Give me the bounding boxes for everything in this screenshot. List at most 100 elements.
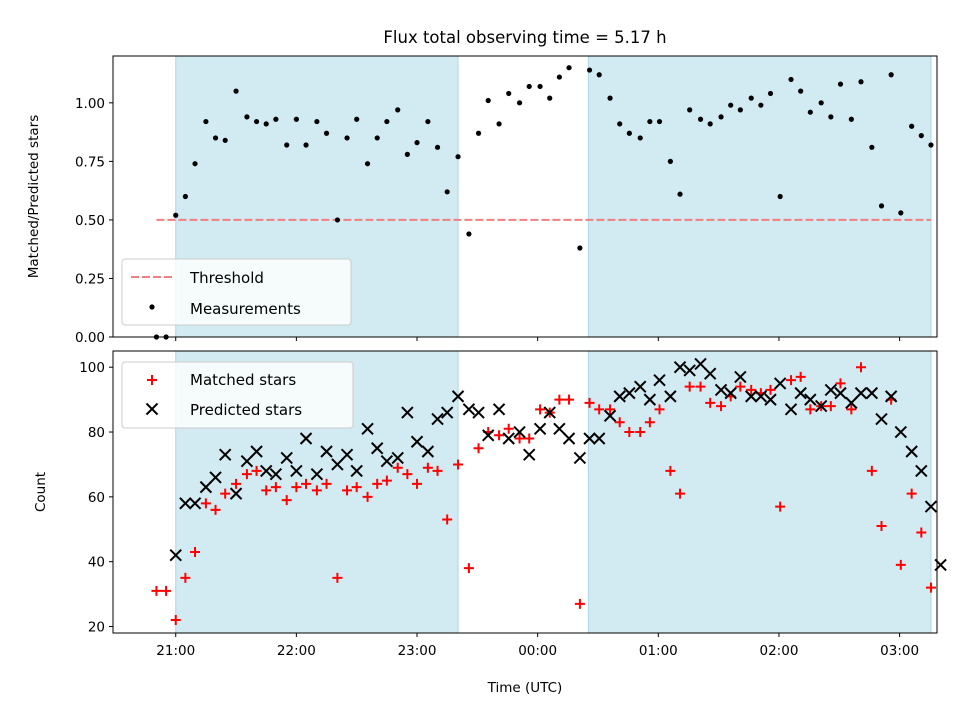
matched-star-point [775, 501, 786, 512]
measurement-point [516, 100, 523, 106]
predicted-star-point [694, 357, 707, 371]
matched-star-point [251, 465, 262, 476]
measurement-point [697, 116, 704, 122]
matched-star-point [746, 384, 757, 395]
matched-star-point [795, 371, 806, 382]
matched-star-point [855, 362, 866, 373]
predicted-star-point [179, 497, 192, 510]
matched-star-point [564, 394, 575, 405]
predicted-star-point [924, 500, 938, 513]
measurement-point [718, 114, 724, 120]
measurement-point [556, 74, 562, 80]
matched-star-point [846, 404, 857, 415]
matched-star-point [584, 397, 595, 408]
matched-star-point [835, 378, 846, 389]
matched-star-point [535, 404, 546, 415]
measurement-point [455, 154, 461, 160]
matched-star-point [200, 498, 211, 509]
matched-star-point [351, 482, 362, 493]
measurement-point [244, 114, 250, 120]
measurement-point [374, 135, 380, 141]
predicted-star-point [310, 467, 324, 481]
matched-star-point [190, 546, 201, 557]
measurement-point [788, 76, 794, 83]
measurement-point [647, 118, 653, 125]
predicted-star-point [683, 364, 696, 377]
matched-star-point [473, 443, 484, 454]
matched-star-point [695, 381, 706, 392]
measurement-point [758, 102, 764, 108]
measurement-point [656, 118, 663, 125]
bottom-x-tick-label: 03:00 [880, 643, 919, 659]
measurement-point [263, 121, 269, 127]
predicted-star-point [834, 386, 847, 400]
top-shaded-span-1 [587, 55, 932, 338]
measurement-point [323, 130, 330, 136]
measurement-point [414, 140, 420, 146]
predicted-star-point [915, 464, 928, 478]
matched-star-point [895, 559, 906, 570]
matched-star-point [866, 465, 877, 476]
measurement-point [707, 121, 713, 127]
measurement-point [475, 130, 482, 136]
matched-star-point [503, 423, 514, 434]
matched-star-point [624, 427, 635, 438]
measurement-point [928, 142, 934, 148]
predicted-star-point [299, 432, 313, 445]
predicted-star-point [523, 448, 536, 461]
measurement-point [888, 72, 894, 78]
predicted-star-point [745, 390, 758, 403]
bottom-x-tick-label: 01:00 [639, 643, 678, 659]
bottom-y-tick-label: 100 [79, 360, 105, 376]
measurement-point [344, 135, 350, 141]
matched-star-point [644, 417, 655, 428]
predicted-star-point [804, 393, 817, 406]
matched-star-point [381, 475, 392, 486]
top-y-tick-label: 0.75 [75, 154, 105, 170]
measurement-point [596, 72, 602, 78]
measurement-point [485, 97, 491, 104]
predicted-star-point [824, 383, 838, 397]
measurement-point [314, 118, 320, 125]
top-y-tick-label: 0.25 [75, 271, 105, 287]
measurement-point [909, 123, 915, 129]
bottom-x-tick-label: 00:00 [518, 643, 557, 659]
predicted-star-point [513, 425, 526, 439]
bottom-y-tick-label: 40 [88, 555, 105, 571]
matched-star-point [161, 585, 172, 596]
measurement-point [434, 144, 441, 150]
bottom-x-axis: 21:00 22:00 23:00 00:00 01:00 02:00 03:00 [156, 633, 919, 659]
predicted-star-point [553, 422, 566, 436]
predicted-star-point [401, 406, 414, 419]
top-y-tick-label: 1.00 [75, 96, 105, 112]
predicted-star-point [845, 396, 858, 410]
predicted-star-point [199, 480, 213, 494]
predicted-star-point [653, 373, 666, 387]
matched-star-point [453, 459, 464, 470]
predicted-star-point [472, 406, 485, 419]
chart-title: Flux total observing time = 5.17 h [383, 28, 666, 47]
predicted-star-point [865, 386, 879, 400]
matched-star-point [825, 401, 836, 412]
predicted-star-point [634, 380, 647, 393]
measurement-point [918, 133, 924, 139]
matched-star-point [705, 397, 716, 408]
matched-star-point [270, 482, 281, 493]
matched-star-point [342, 485, 353, 496]
measurement-point [212, 135, 219, 141]
predicted-star-point [643, 393, 657, 406]
predicted-star-point [562, 432, 576, 445]
predicted-star-point [380, 454, 394, 468]
predicted-star-point [218, 448, 232, 461]
matched-star-point [281, 495, 292, 506]
bottom-y-tick-label: 60 [88, 490, 105, 506]
top-y-tick-label: 0.50 [75, 213, 105, 229]
measurement-point [354, 116, 360, 122]
measurement-point [566, 65, 572, 71]
measurement-point [898, 210, 904, 216]
measurement-point [586, 67, 593, 73]
matched-star-point [494, 430, 505, 441]
predicted-legend-label: Predicted stars [190, 401, 302, 419]
bottom-axes-frame [112, 350, 938, 634]
matched-star-point [805, 404, 816, 415]
